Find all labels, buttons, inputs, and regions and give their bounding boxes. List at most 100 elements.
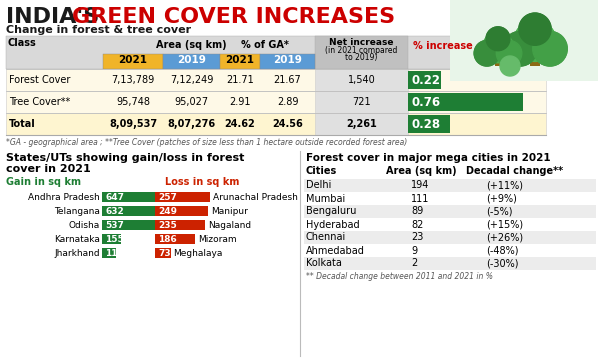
Text: 647: 647 [105,192,124,201]
Text: to 2019): to 2019) [346,53,377,62]
Text: 0.76: 0.76 [412,96,441,109]
Circle shape [486,27,510,51]
Text: Mizoram: Mizoram [198,235,236,244]
Text: Class: Class [8,38,37,48]
Text: % of GA*: % of GA* [241,40,289,50]
FancyBboxPatch shape [6,36,546,69]
Text: 95,027: 95,027 [175,97,209,107]
Text: (-48%): (-48%) [486,245,518,256]
Text: 194: 194 [411,180,430,191]
Text: 2.89: 2.89 [277,97,298,107]
FancyBboxPatch shape [450,0,598,81]
Circle shape [500,56,520,76]
FancyBboxPatch shape [6,113,546,135]
Circle shape [519,13,551,45]
FancyBboxPatch shape [6,91,546,113]
Text: 24.62: 24.62 [224,119,256,129]
Text: 95,748: 95,748 [116,97,150,107]
Text: (in 2021 compared: (in 2021 compared [325,46,398,55]
Text: States/UTs showing gain/loss in forest: States/UTs showing gain/loss in forest [6,153,244,163]
Circle shape [503,31,538,66]
FancyBboxPatch shape [315,36,408,69]
Text: 1,540: 1,540 [347,75,376,85]
Text: 632: 632 [105,206,124,216]
FancyBboxPatch shape [102,234,121,244]
Text: 0.22: 0.22 [412,74,441,87]
Text: 2019: 2019 [177,55,206,65]
Circle shape [474,40,500,66]
FancyBboxPatch shape [408,93,523,111]
FancyBboxPatch shape [315,91,408,113]
Text: (+9%): (+9%) [486,193,517,204]
Text: 8,07,276: 8,07,276 [167,119,215,129]
Text: *GA - geographical area ; **Tree Cover (patches of size less than 1 hectare outs: *GA - geographical area ; **Tree Cover (… [6,138,407,147]
Circle shape [486,27,510,51]
Text: Arunachal Pradesh: Arunachal Pradesh [213,192,298,201]
Text: ** Decadal change between 2011 and 2021 in %: ** Decadal change between 2011 and 2021 … [306,272,493,281]
Text: Mumbai: Mumbai [306,193,345,204]
Text: Forest cover in major mega cities in 2021: Forest cover in major mega cities in 202… [306,153,551,163]
FancyBboxPatch shape [530,45,539,66]
Text: % increase: % increase [413,41,473,51]
Text: 0.28: 0.28 [412,117,441,130]
FancyBboxPatch shape [102,206,180,216]
Circle shape [514,20,556,61]
Text: Forest Cover: Forest Cover [9,75,70,85]
Text: 82: 82 [411,219,424,230]
Text: Chennai: Chennai [306,232,346,243]
Text: 235: 235 [158,221,177,230]
FancyBboxPatch shape [163,54,220,69]
Text: Decadal change**: Decadal change** [466,166,563,176]
FancyBboxPatch shape [494,51,502,66]
FancyBboxPatch shape [155,248,170,258]
Circle shape [482,32,513,62]
Text: (-5%): (-5%) [486,206,512,217]
Text: Odisha: Odisha [69,221,100,230]
Text: Tree Cover**: Tree Cover** [9,97,70,107]
FancyBboxPatch shape [304,205,596,218]
Text: 73: 73 [158,248,170,257]
Circle shape [514,20,556,61]
Circle shape [474,40,500,66]
Text: 721: 721 [352,97,371,107]
Text: 89: 89 [411,206,423,217]
Text: 9: 9 [411,245,417,256]
FancyBboxPatch shape [102,192,182,202]
Text: Hyderabad: Hyderabad [306,219,359,230]
Text: 2021: 2021 [226,55,254,65]
Text: 8,09,537: 8,09,537 [109,119,157,129]
FancyBboxPatch shape [260,54,315,69]
FancyBboxPatch shape [103,54,163,69]
FancyBboxPatch shape [315,69,408,91]
Text: 186: 186 [158,235,177,244]
Text: (-30%): (-30%) [486,258,518,269]
Text: 537: 537 [105,221,124,230]
Circle shape [482,32,513,62]
Text: 21.71: 21.71 [226,75,254,85]
Text: 21.67: 21.67 [274,75,301,85]
Text: Karnataka: Karnataka [54,235,100,244]
FancyBboxPatch shape [6,69,546,91]
Text: 23: 23 [411,232,424,243]
Text: Loss in sq km: Loss in sq km [165,177,239,187]
FancyBboxPatch shape [220,54,260,69]
Text: INDIA'S: INDIA'S [6,7,107,27]
Text: 2: 2 [411,258,417,269]
Text: Andhra Pradesh: Andhra Pradesh [28,192,100,201]
Text: 257: 257 [158,192,177,201]
Text: Change in forest & tree cover: Change in forest & tree cover [6,25,191,35]
Text: Kolkata: Kolkata [306,258,342,269]
Text: 24.56: 24.56 [272,119,303,129]
FancyBboxPatch shape [408,71,441,89]
FancyBboxPatch shape [304,231,596,244]
Text: Bengaluru: Bengaluru [306,206,356,217]
Text: Area (sq km): Area (sq km) [386,166,457,176]
Circle shape [496,40,522,66]
Text: Gain in sq km: Gain in sq km [6,177,81,187]
Text: Ahmedabad: Ahmedabad [306,245,365,256]
FancyBboxPatch shape [530,45,539,66]
FancyBboxPatch shape [315,113,408,135]
FancyBboxPatch shape [155,220,205,230]
Text: 111: 111 [411,193,430,204]
Text: Jharkhand: Jharkhand [55,248,100,257]
